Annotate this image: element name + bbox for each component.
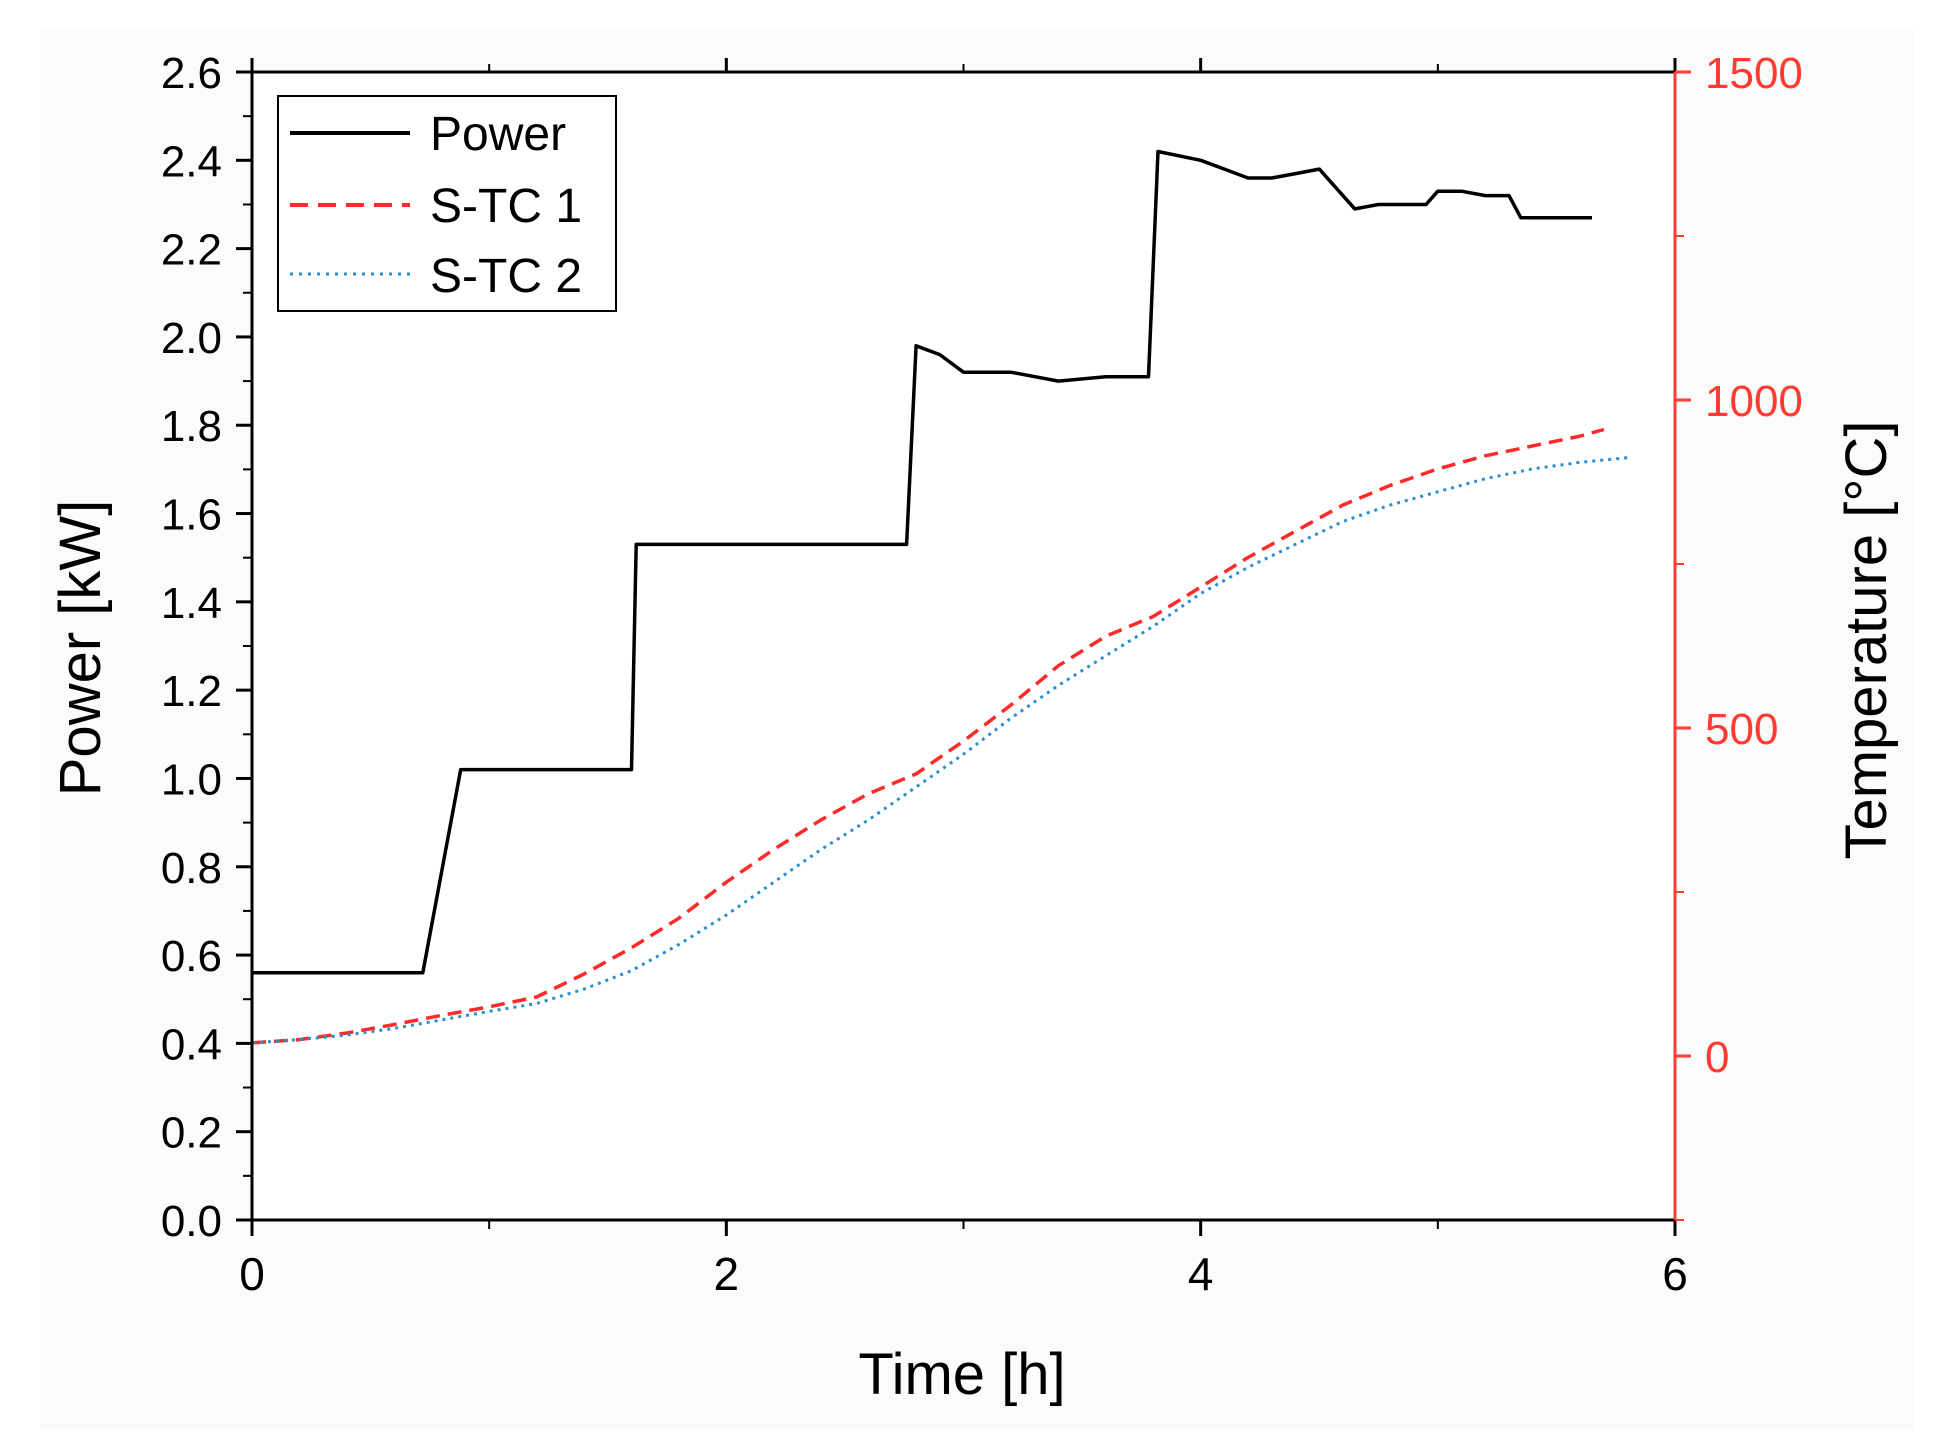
series-lines: [251, 149, 1628, 1045]
y-right-tick-label: 1000: [1705, 377, 1803, 426]
legend-power-label: Power: [430, 108, 566, 161]
y-left-tick-label: 0.6: [161, 932, 222, 981]
y-left-tick-label: 2.4: [161, 137, 222, 186]
y-left-tick-label: 1.6: [161, 491, 222, 540]
x-tick-label: 2: [714, 1248, 740, 1300]
y-left-axis-label: Power [kW]: [48, 500, 113, 797]
y-right-tick-label: 0: [1705, 1033, 1729, 1082]
y-left-tick-label: 2.0: [161, 314, 222, 363]
y-left-tick-label: 1.2: [161, 667, 222, 716]
y-right-tick-label: 1500: [1705, 49, 1803, 98]
stc1-line: [251, 427, 1605, 1045]
y-left-tick-label: 2.2: [161, 226, 222, 275]
x-tick-label: 0: [239, 1248, 265, 1300]
y-left-tick-label: 0.4: [161, 1020, 222, 1069]
y-left-tick-label: 1.4: [161, 579, 222, 628]
axes: 0 2 4 6 0.0 0.2 0.4 0.6 0.8 1.0 1.2 1.4 1.6 1.8 2.0 2.2…: [161, 49, 1803, 1300]
y-left-tick-label: 2.6: [161, 49, 222, 98]
y-left-tick-label: 0.2: [161, 1109, 222, 1158]
x-tick-label: 4: [1188, 1248, 1214, 1300]
y-right-tick-label: 500: [1705, 705, 1778, 754]
y-left-tick-label: 0.8: [161, 844, 222, 893]
y-left-tick-label: 0.0: [161, 1197, 222, 1246]
y-right-axis-label: Temperature [°C]: [1834, 420, 1899, 859]
y-left-tick-label: 1.8: [161, 402, 222, 451]
legend-stc1-label: S-TC 1: [430, 180, 582, 233]
legend-stc2-label: S-TC 2: [430, 250, 582, 303]
x-tick-label: 6: [1662, 1248, 1688, 1300]
legend: Power S-TC 1 S-TC 2: [277, 95, 617, 312]
stc2-line: [251, 456, 1628, 1045]
power-line: [252, 149, 1592, 975]
x-axis-label: Time [h]: [858, 1342, 1065, 1407]
y-left-tick-label: 1.0: [161, 755, 222, 804]
